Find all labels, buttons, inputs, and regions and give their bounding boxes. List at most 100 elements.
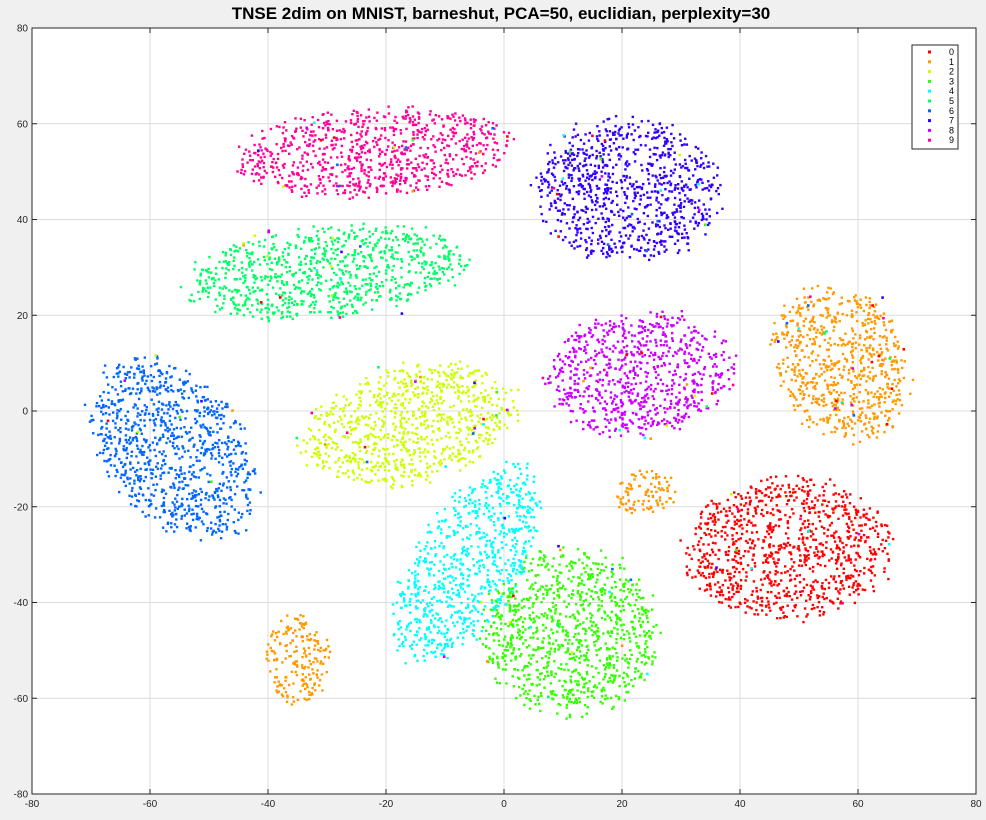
point — [312, 435, 314, 437]
point — [568, 594, 570, 596]
point — [685, 552, 687, 554]
point — [629, 658, 631, 660]
point — [461, 612, 463, 614]
point — [472, 386, 474, 388]
point — [251, 304, 253, 306]
point — [851, 315, 853, 317]
point — [592, 676, 594, 678]
point — [577, 592, 579, 594]
point — [634, 671, 636, 673]
point — [537, 590, 539, 592]
point — [864, 589, 866, 591]
point — [801, 423, 803, 425]
point — [323, 247, 325, 249]
point — [527, 505, 529, 507]
point — [494, 438, 496, 440]
point — [241, 267, 243, 269]
point — [502, 387, 504, 389]
point — [363, 461, 365, 463]
point — [467, 433, 469, 435]
point — [870, 354, 872, 356]
point — [648, 630, 650, 632]
point — [819, 363, 821, 365]
point — [903, 377, 905, 379]
point — [297, 699, 299, 701]
point — [493, 639, 495, 641]
point — [761, 609, 763, 611]
point — [878, 398, 880, 400]
point — [322, 467, 324, 469]
point — [786, 593, 788, 595]
point — [894, 379, 896, 381]
point — [354, 458, 356, 460]
point — [806, 419, 808, 421]
point — [454, 510, 456, 512]
point — [415, 584, 417, 586]
point — [650, 483, 652, 485]
point — [513, 605, 515, 607]
point — [497, 551, 499, 553]
point — [428, 628, 430, 630]
point — [503, 592, 505, 594]
point — [400, 426, 402, 428]
point — [508, 529, 510, 531]
point — [530, 619, 532, 621]
point — [770, 536, 772, 538]
point — [825, 547, 827, 549]
point — [527, 509, 529, 511]
point — [363, 243, 365, 245]
point — [864, 423, 866, 425]
point — [723, 508, 725, 510]
point — [373, 448, 375, 450]
point — [391, 230, 393, 232]
point — [802, 369, 804, 371]
point — [867, 314, 869, 316]
point — [419, 451, 421, 453]
point — [558, 581, 560, 583]
point — [589, 612, 591, 614]
point — [562, 585, 564, 587]
point — [786, 357, 788, 359]
point — [575, 627, 577, 629]
point — [782, 612, 784, 614]
point — [305, 263, 307, 265]
point — [564, 588, 566, 590]
point — [515, 619, 517, 621]
point — [802, 398, 804, 400]
point — [636, 583, 638, 585]
point — [359, 265, 361, 267]
point — [733, 559, 735, 561]
point — [832, 551, 834, 553]
point — [674, 491, 676, 493]
point — [478, 527, 480, 529]
point — [765, 488, 767, 490]
point — [526, 598, 528, 600]
point — [511, 634, 513, 636]
point — [436, 647, 438, 649]
point — [810, 535, 812, 537]
point — [630, 485, 632, 487]
point — [443, 400, 445, 402]
point — [338, 268, 340, 270]
point — [532, 636, 534, 638]
point — [573, 636, 575, 638]
point — [577, 680, 579, 682]
point — [708, 573, 710, 575]
point — [303, 647, 305, 649]
point — [400, 449, 402, 451]
point — [904, 360, 906, 362]
point — [299, 269, 301, 271]
point — [833, 381, 835, 383]
point — [843, 550, 845, 552]
point — [626, 487, 628, 489]
point — [706, 552, 708, 554]
point — [408, 251, 410, 253]
point — [335, 394, 337, 396]
point — [761, 584, 763, 586]
point — [845, 434, 847, 436]
point — [455, 566, 457, 568]
point — [579, 598, 581, 600]
point — [709, 554, 711, 556]
point — [556, 577, 558, 579]
point — [459, 440, 461, 442]
